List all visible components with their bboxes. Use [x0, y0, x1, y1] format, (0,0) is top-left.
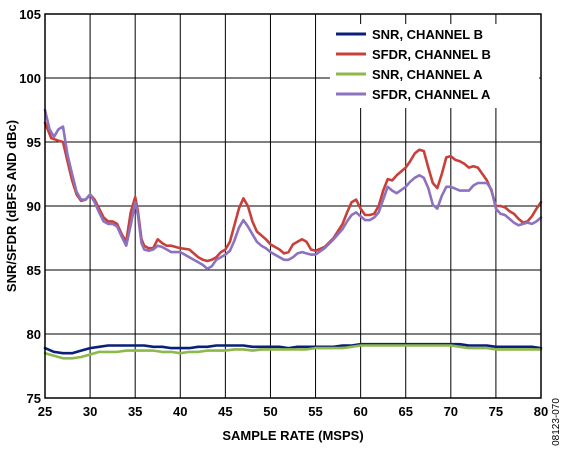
y-tick-label: 100 [19, 71, 41, 86]
series-lines [43, 108, 543, 360]
y-tick-label: 105 [19, 7, 41, 22]
x-tick-label: 55 [308, 404, 322, 419]
x-tick-label: 70 [444, 404, 458, 419]
x-tick-label: 30 [83, 404, 97, 419]
legend-label: SNR, CHANNEL B [372, 27, 483, 42]
x-tick-labels: 25 30 35 40 45 50 55 60 65 70 75 80 [38, 404, 548, 419]
legend-label: SNR, CHANNEL A [372, 67, 483, 82]
y-tick-label: 80 [27, 327, 41, 342]
x-tick-label: 80 [534, 404, 548, 419]
x-tick-label: 60 [353, 404, 367, 419]
y-tick-label: 95 [27, 135, 41, 150]
y-tick-label: 85 [27, 263, 41, 278]
series-line [43, 344, 543, 360]
x-tick-label: 50 [263, 404, 277, 419]
legend: SNR, CHANNEL B SFDR, CHANNEL B SNR, CHANNE… [330, 24, 539, 108]
x-tick-label: 40 [173, 404, 187, 419]
y-axis-label: SNR/SFDR (dBFS AND dBc) [4, 120, 19, 292]
series-line [43, 108, 543, 270]
legend-label: SFDR, CHANNEL B [372, 47, 491, 62]
y-tick-labels: 75 80 85 90 95 100 105 [19, 7, 41, 406]
x-tick-label: 65 [398, 404, 412, 419]
y-tick-label: 75 [27, 391, 41, 406]
x-tick-label: 25 [38, 404, 52, 419]
x-tick-label: 45 [218, 404, 232, 419]
figure-id: 08123-070 [551, 398, 562, 446]
y-tick-label: 90 [27, 199, 41, 214]
plot-frame [44, 13, 542, 399]
legend-label: SFDR, CHANNEL A [372, 87, 491, 102]
x-axis-label: SAMPLE RATE (MSPS) [222, 428, 363, 443]
x-tick-label: 75 [489, 404, 503, 419]
x-tick-label: 35 [128, 404, 142, 419]
series-line [43, 342, 543, 355]
